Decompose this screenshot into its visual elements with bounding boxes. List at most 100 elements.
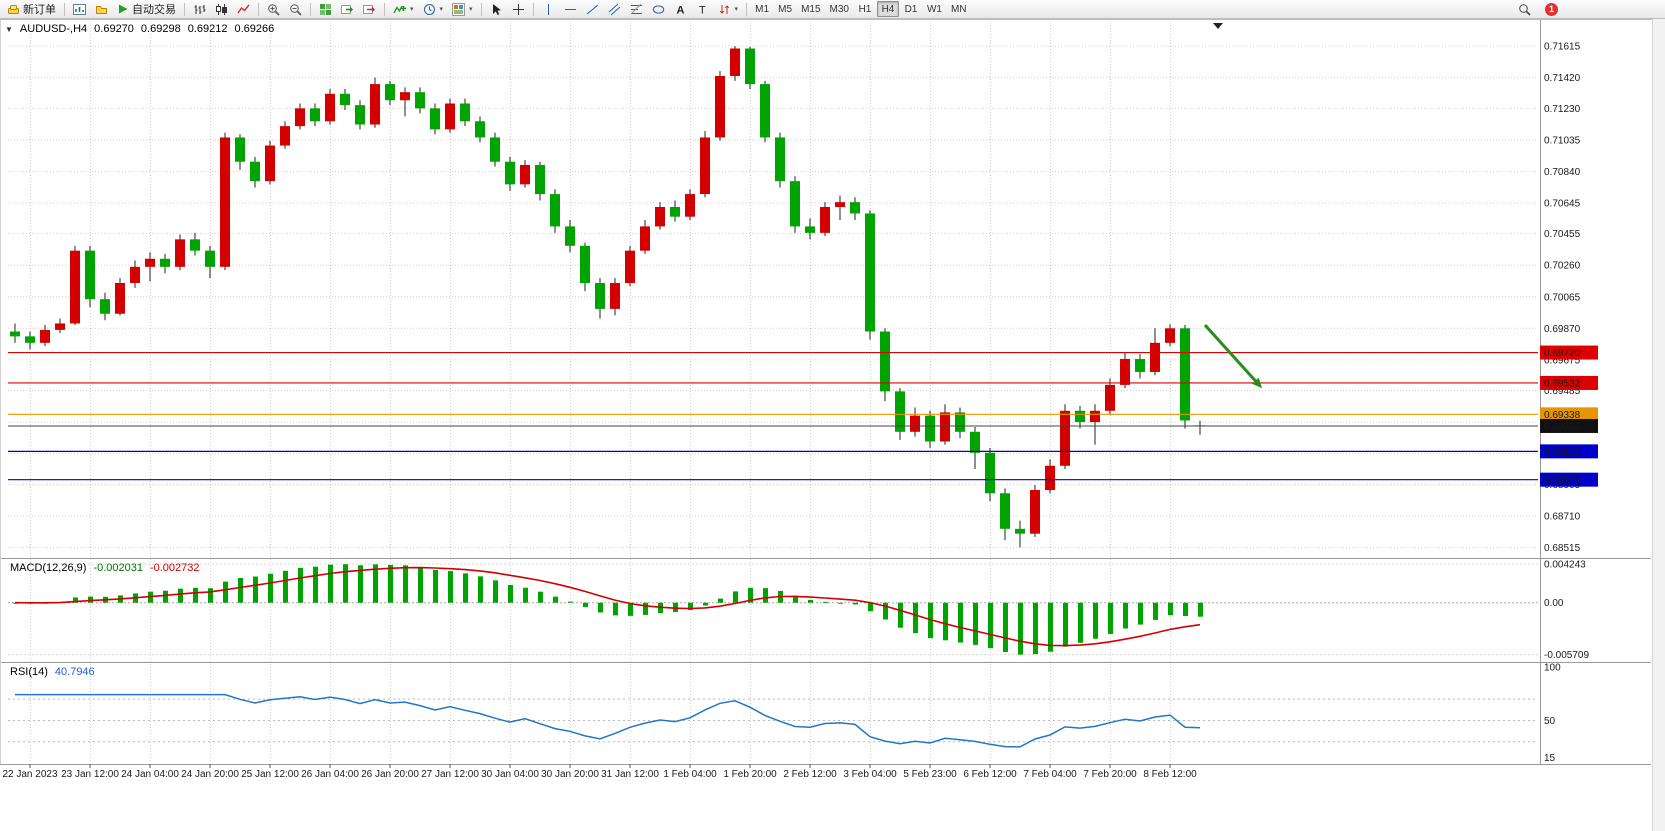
macd-value: -0.002031	[93, 562, 143, 574]
macd-bar	[238, 578, 243, 603]
candle-up	[625, 250, 635, 284]
horizontal-line-button[interactable]	[560, 1, 581, 18]
candle-up	[265, 145, 275, 182]
horizontal-lines[interactable]	[8, 351, 1538, 481]
channel-button[interactable]	[604, 1, 625, 18]
vertical-line-button[interactable]	[538, 1, 559, 18]
macd-bar	[418, 567, 423, 603]
macd-bar	[1153, 602, 1158, 620]
candle-down	[535, 164, 545, 195]
candle-down	[10, 331, 20, 337]
timeframe-m5-button[interactable]: M5	[774, 1, 796, 17]
timeframe-w1-button[interactable]: W1	[923, 1, 946, 17]
macd-bar	[298, 567, 303, 603]
timeframe-h4-button[interactable]: H4	[876, 1, 899, 17]
notification-badge[interactable]: 1	[1545, 2, 1558, 16]
ohlc-open: 0.69270	[94, 23, 134, 35]
price-axis[interactable]: 0.71615 0.71420 0.71230 0.71035 0.70840 0.706…	[1544, 42, 1589, 765]
arrows-button[interactable]: ▾	[714, 1, 743, 18]
auto-scroll-button[interactable]	[337, 1, 358, 18]
text-label-button[interactable]: T	[692, 1, 713, 18]
new-chart-button[interactable]	[69, 1, 90, 18]
candle-down	[895, 391, 905, 432]
time-axis-label: 1 Feb 20:00	[723, 769, 777, 780]
indicators-button[interactable]: ▾	[389, 1, 418, 18]
timeframe-m15-button[interactable]: M15	[797, 1, 824, 17]
rsi-axis-label: 50	[1544, 716, 1556, 727]
candle-up	[175, 239, 185, 267]
price-level-tag	[1540, 375, 1598, 390]
bar-chart-button[interactable]	[189, 1, 210, 18]
chart-collapse-arrow[interactable]: ▼	[5, 24, 13, 34]
chart-dropdown-arrow[interactable]	[1213, 23, 1223, 29]
arrows-icon	[719, 4, 729, 14]
macd-bar	[718, 598, 723, 603]
time-axis-label: 23 Jan 12:00	[61, 769, 119, 780]
line-chart-button[interactable]	[233, 1, 254, 18]
time-axis-label: 7 Feb 04:00	[1023, 769, 1077, 780]
timeframe-m1-button[interactable]: M1	[751, 1, 773, 17]
toolbar-separator	[746, 2, 748, 16]
trendline-button[interactable]	[582, 1, 603, 18]
ellipse-button[interactable]	[648, 1, 669, 18]
time-axis[interactable]: 22 Jan 2023 23 Jan 12:00 24 Jan 04:00 24 Ja…	[2, 764, 1197, 780]
text-button[interactable]: A	[670, 1, 691, 18]
arrow-head	[1251, 377, 1262, 389]
grid	[8, 22, 1538, 762]
profiles-button[interactable]	[91, 1, 112, 18]
macd-bar	[1168, 602, 1173, 616]
timeframe-mn-button[interactable]: MN	[947, 1, 971, 17]
candle-down	[340, 93, 350, 106]
macd-label: MACD(12,26,9)	[10, 562, 87, 574]
candle-down	[760, 84, 770, 138]
tile-windows-button[interactable]	[315, 1, 336, 18]
macd-bar	[883, 602, 888, 620]
indicators-icon	[393, 5, 406, 13]
chart-shift-button[interactable]	[359, 1, 380, 18]
time-axis-label: 7 Feb 20:00	[1083, 769, 1137, 780]
price-axis-label: 0.69870	[1544, 324, 1581, 335]
crosshair-icon	[512, 3, 524, 15]
crosshair-button[interactable]	[508, 1, 529, 18]
macd-signal-value: -0.002732	[149, 562, 200, 574]
zoom-in-button[interactable]	[263, 1, 284, 18]
right-scrollbar[interactable]	[1652, 19, 1665, 831]
candle-down	[925, 415, 935, 442]
price-level-tag-text: 0.69109	[1544, 447, 1581, 458]
templates-button[interactable]: ▾	[448, 1, 477, 18]
macd-bar	[703, 602, 708, 606]
macd-bar	[193, 587, 198, 603]
candle-down	[865, 213, 875, 332]
toolbar-right-group: 1	[1514, 1, 1662, 18]
price-level-tag	[1540, 407, 1598, 422]
timeframe-m30-button[interactable]: M30	[826, 1, 853, 17]
macd-bar	[373, 564, 378, 603]
candle-up	[655, 207, 665, 227]
candle-down	[235, 137, 245, 162]
timeframe-d1-button[interactable]: D1	[900, 1, 922, 17]
candle-up	[835, 202, 845, 208]
vertical-line-icon	[547, 3, 549, 15]
search-button[interactable]	[1514, 1, 1535, 18]
bar-chart-icon	[194, 4, 206, 14]
candle-up	[115, 283, 125, 314]
time-axis-label: 1 Feb 04:00	[663, 769, 717, 780]
fibonacci-button[interactable]	[626, 1, 647, 18]
timeframe-h1-button[interactable]: H1	[854, 1, 876, 17]
periods-button[interactable]: ▾	[419, 1, 448, 18]
toolbar: 新订单 自动交易	[0, 0, 1665, 19]
macd-bar	[973, 602, 978, 645]
macd-bar	[1138, 602, 1143, 625]
annotation-arrow[interactable]	[1203, 324, 1262, 389]
candlestick-button[interactable]	[211, 1, 232, 18]
rsi-axis-label: 15	[1544, 753, 1556, 764]
autotrading-button[interactable]: 自动交易	[113, 1, 180, 18]
macd-bar	[1108, 602, 1113, 634]
line-chart-icon	[237, 4, 250, 13]
zoom-out-button[interactable]	[285, 1, 306, 18]
macd-bar	[538, 591, 543, 603]
new-order-button[interactable]: 新订单	[3, 1, 60, 18]
candle-up	[715, 76, 725, 138]
cursor-button[interactable]	[486, 1, 507, 18]
